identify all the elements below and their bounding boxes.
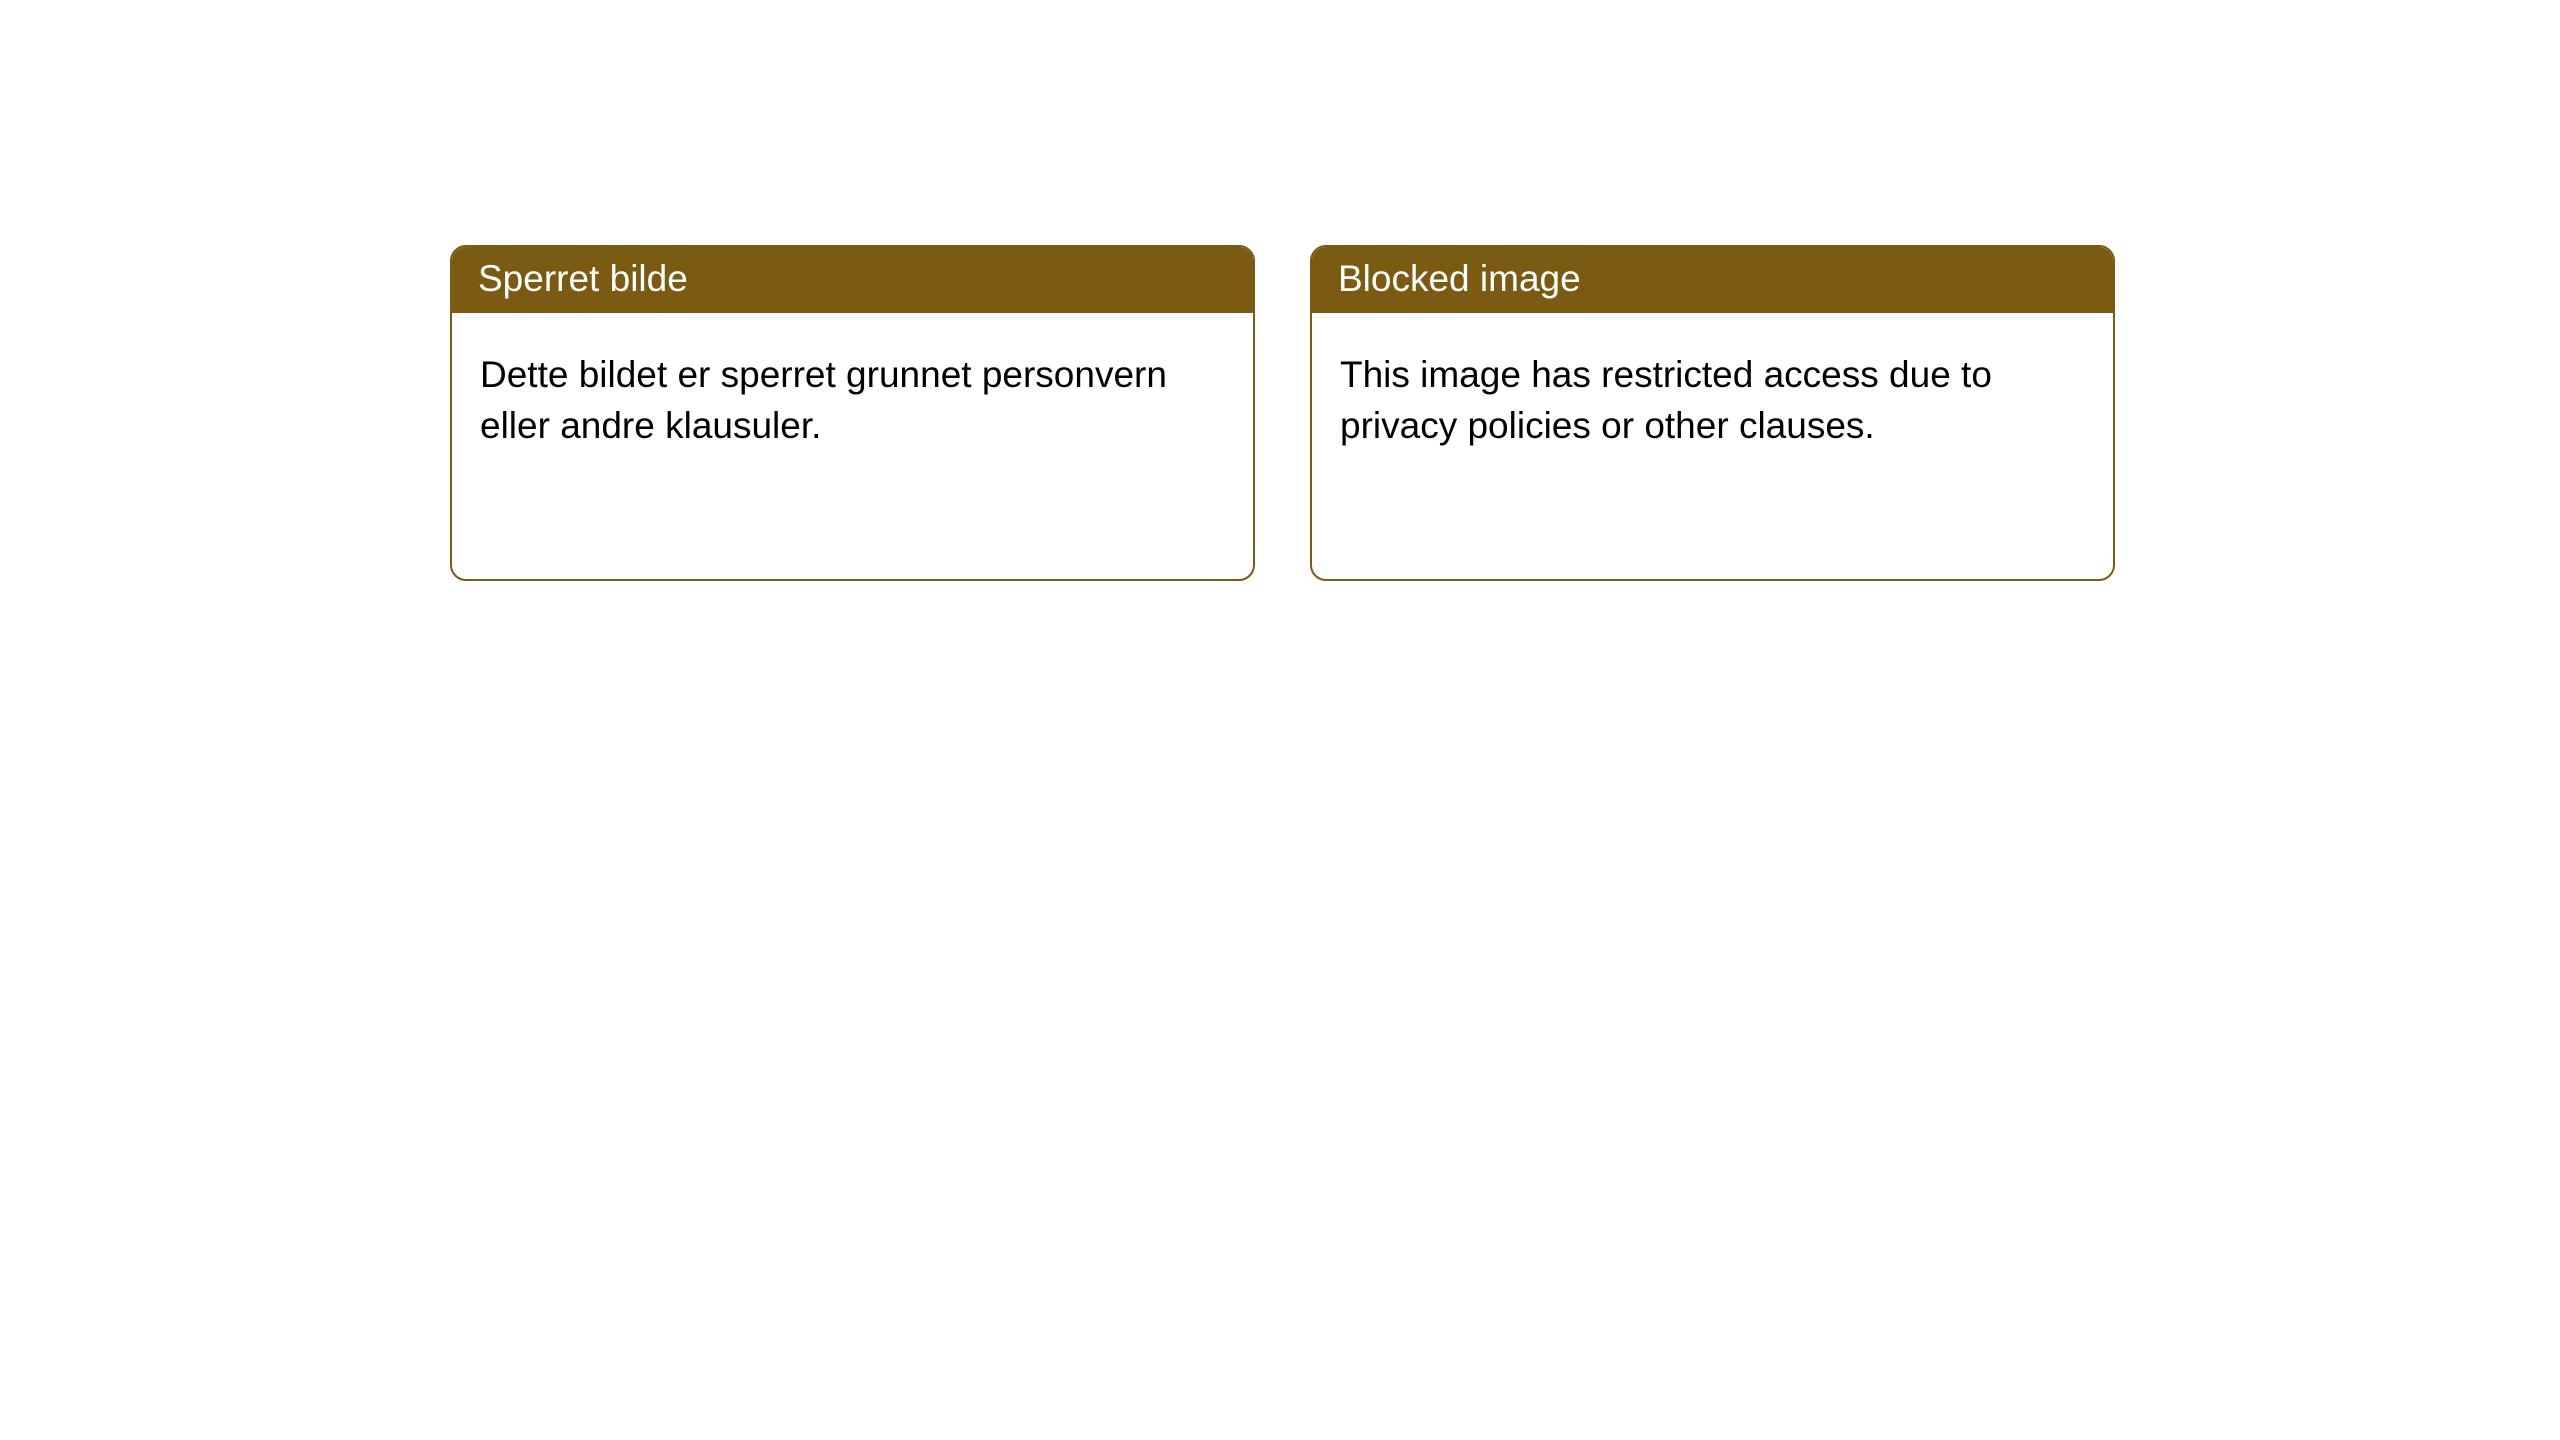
card-title: Blocked image bbox=[1312, 247, 2113, 313]
blocked-image-card-no: Sperret bilde Dette bildet er sperret gr… bbox=[450, 245, 1255, 581]
blocked-image-card-en: Blocked image This image has restricted … bbox=[1310, 245, 2115, 581]
card-title: Sperret bilde bbox=[452, 247, 1253, 313]
card-body-text: Dette bildet er sperret grunnet personve… bbox=[452, 313, 1253, 487]
notice-container: Sperret bilde Dette bildet er sperret gr… bbox=[0, 0, 2560, 581]
card-body-text: This image has restricted access due to … bbox=[1312, 313, 2113, 487]
